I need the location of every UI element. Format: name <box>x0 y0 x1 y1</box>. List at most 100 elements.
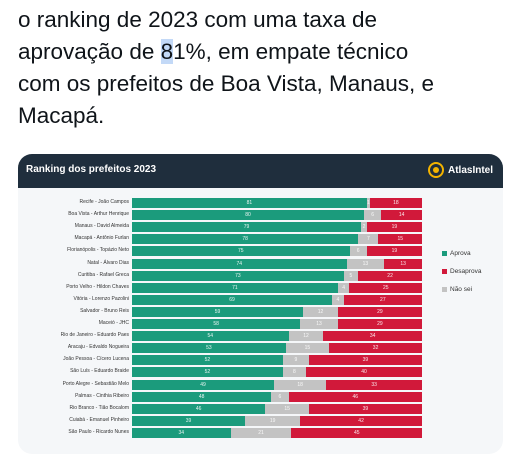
data-label: 73 <box>235 272 241 279</box>
data-label: 80 <box>245 212 251 219</box>
data-label: 74 <box>236 260 243 267</box>
legend-swatch <box>442 251 447 256</box>
category-label: João Pessoa - Cícero Lucena <box>63 356 129 363</box>
category-label: Manaus - David Almeida <box>74 223 129 230</box>
category-label: Rio Branco - Tião Bocalom <box>69 404 129 411</box>
bar-segment-naosei: 19 <box>245 415 301 426</box>
data-label: 69 <box>229 296 235 303</box>
tweet-line-4: Macapá. <box>18 103 105 128</box>
bar-segment-desaprova: 27 <box>343 294 422 305</box>
category-label: Salvador - Bruno Reis <box>80 307 129 314</box>
stacked-bar: 73 5 22 <box>132 270 422 281</box>
tweet-text: o ranking de 2023 com uma taxa de aprova… <box>18 4 508 132</box>
data-label: 81 <box>246 200 253 206</box>
card-header: Ranking dos prefeitos 2023 AtlasIntel <box>18 154 503 188</box>
bar-segment-desaprova: 39 <box>308 355 422 366</box>
data-label: 78 <box>242 236 248 243</box>
data-label: 9 <box>294 357 298 364</box>
bar-segment-desaprova: 42 <box>300 415 422 426</box>
bar-segment-desaprova: 13 <box>384 258 422 269</box>
data-label: 19 <box>391 224 398 231</box>
stacked-bar: 71 4 25 <box>132 282 422 293</box>
data-label: 6 <box>371 212 375 219</box>
bar-segment-naosei: 4 <box>332 294 344 305</box>
data-label: 39 <box>185 417 192 424</box>
data-label: 49 <box>200 381 206 388</box>
bar-segment-aprova: 78 <box>132 234 359 245</box>
bar-segment-naosei: 21 <box>230 427 292 438</box>
legend-label: Aprova <box>450 250 471 257</box>
selected-text-highlight[interactable]: 8 <box>160 39 174 64</box>
data-label: 75 <box>237 248 244 255</box>
tweet-line-2-start: aprovação de <box>18 39 161 64</box>
category-label: Vitória - Lorenzo Pazolini <box>73 295 130 302</box>
chart-row: Rio Branco - Tião Bocalom 46 15 39 <box>18 403 503 414</box>
bar-segment-aprova: 34 <box>132 427 231 438</box>
data-label: 25 <box>382 284 389 291</box>
bar-segment-desaprova: 45 <box>291 427 422 438</box>
chart-row: Recife - João Campos 81 1 18 <box>18 198 503 208</box>
chart-row: João Pessoa - Cícero Lucena 52 9 39 <box>18 355 503 366</box>
data-label: 48 <box>198 393 205 400</box>
bar-segment-aprova: 79 <box>132 222 362 233</box>
chart-row: Porto Alegre - Sebastião Melo 49 18 33 <box>18 379 503 390</box>
data-label: 2 <box>362 224 366 231</box>
data-label: 6 <box>278 393 282 400</box>
data-label: 29 <box>377 308 383 315</box>
bar-segment-aprova: 71 <box>132 282 338 293</box>
bar-segment-desaprova: 29 <box>337 306 422 317</box>
chart-row: Florianópolis - Topázio Neto 75 6 19 <box>18 246 503 257</box>
legend-item: Aprova <box>442 250 471 257</box>
bar-segment-desaprova: 18 <box>369 198 422 208</box>
stacked-bar: 74 13 13 <box>132 258 422 269</box>
chart-row: Rio de Janeiro - Eduardo Paes 54 12 34 <box>18 331 503 342</box>
tweet-image-card[interactable]: Ranking dos prefeitos 2023 AtlasIntel Re… <box>18 154 503 454</box>
bar-segment-naosei: 4 <box>337 282 350 293</box>
data-label: 27 <box>380 296 386 303</box>
stacked-bar: 52 8 40 <box>132 367 422 378</box>
bar-segment-aprova: 59 <box>132 306 304 317</box>
stacked-bar: 46 15 39 <box>132 403 422 414</box>
chart-row: São Paulo - Ricardo Nunes 34 21 45 <box>18 427 503 438</box>
bar-segment-naosei: 7 <box>358 234 379 245</box>
data-label: 4 <box>336 296 340 303</box>
bar-segment-naosei: 8 <box>282 367 306 378</box>
bar-segment-desaprova: 40 <box>305 367 422 378</box>
data-label: 15 <box>397 236 404 243</box>
data-label: 46 <box>352 393 359 400</box>
data-label: 13 <box>316 321 322 327</box>
chart-row: Manaus - David Almeida 79 2 19 <box>18 222 503 233</box>
stacked-bar: 34 21 45 <box>132 427 422 438</box>
stacked-bar: 81 1 18 <box>132 198 422 208</box>
bar-segment-aprova: 48 <box>132 391 272 402</box>
bar-segment-aprova: 73 <box>132 270 344 281</box>
data-label: 18 <box>393 200 399 206</box>
bar-segment-naosei: 6 <box>349 246 367 257</box>
data-label: 34 <box>369 333 376 340</box>
legend-swatch <box>442 269 447 274</box>
data-label: 59 <box>214 308 221 315</box>
category-label: São Paulo - Ricardo Nunes <box>68 428 129 435</box>
stacked-bar: 53 15 32 <box>132 343 422 354</box>
bar-segment-aprova: 81 <box>132 198 367 208</box>
bar-segment-desaprova: 22 <box>358 270 422 281</box>
data-label: 40 <box>361 369 367 376</box>
stacked-bar: 78 7 15 <box>132 234 422 245</box>
category-label: Macapá - Antônio Furlan <box>74 235 129 242</box>
chart-row: Aracaju - Edvaldo Nogueira 53 15 32 <box>18 343 503 354</box>
bar-segment-aprova: 46 <box>132 403 266 414</box>
chart-row: Natal - Álvaro Dias 74 13 13 <box>18 258 503 269</box>
chart-row: São Luís - Eduardo Braide 52 8 40 <box>18 367 503 378</box>
tweet-line-1: o ranking de 2023 com uma taxa de <box>18 7 377 32</box>
legend-swatch <box>442 287 447 292</box>
data-label: 29 <box>377 321 383 327</box>
legend-label: Desaprova <box>450 268 482 275</box>
bar-segment-naosei: 6 <box>271 391 289 402</box>
bar-segment-naosei: 15 <box>285 343 330 354</box>
legend-item: Não sei <box>442 286 472 293</box>
stacked-bar: 79 2 19 <box>132 222 422 233</box>
category-label: Boa Vista - Arthur Henrique <box>68 211 129 218</box>
bar-segment-desaprova: 14 <box>381 210 422 221</box>
bar-segment-aprova: 52 <box>132 367 283 378</box>
stacked-bar: 59 12 29 <box>132 306 422 317</box>
